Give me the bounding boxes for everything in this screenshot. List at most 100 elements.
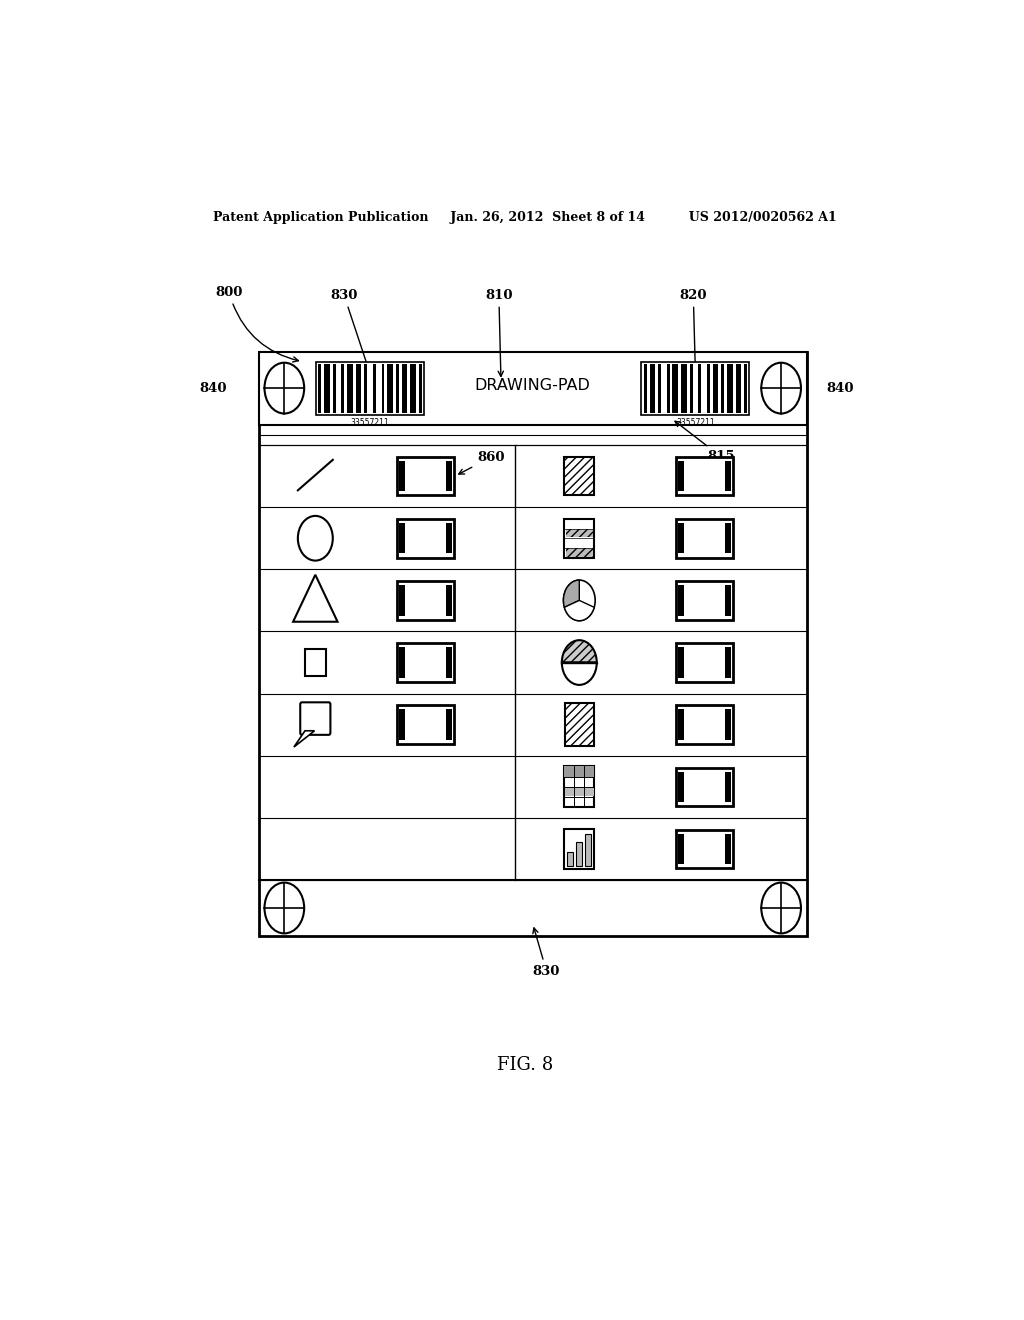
- Text: 830: 830: [532, 928, 560, 978]
- Bar: [676, 519, 733, 557]
- Bar: [725, 523, 731, 553]
- Bar: [565, 787, 594, 796]
- Bar: [678, 709, 684, 741]
- Bar: [397, 519, 454, 557]
- FancyBboxPatch shape: [300, 702, 331, 735]
- Bar: [567, 851, 573, 866]
- Bar: [401, 364, 408, 412]
- Bar: [678, 834, 684, 865]
- Polygon shape: [293, 574, 338, 622]
- Text: 860: 860: [459, 451, 505, 474]
- Text: 800: 800: [215, 285, 298, 362]
- Bar: [678, 647, 684, 677]
- Bar: [399, 523, 404, 553]
- Text: Patent Application Publication     Jan. 26, 2012  Sheet 8 of 14          US 2012: Patent Application Publication Jan. 26, …: [213, 211, 837, 224]
- Bar: [446, 585, 452, 615]
- Bar: [411, 364, 416, 412]
- Bar: [744, 364, 748, 412]
- Bar: [577, 842, 583, 866]
- Text: 815: 815: [675, 421, 735, 463]
- Circle shape: [264, 883, 304, 933]
- Bar: [727, 364, 733, 412]
- Bar: [399, 585, 404, 615]
- Bar: [397, 581, 454, 619]
- Bar: [325, 364, 330, 412]
- Bar: [565, 704, 594, 746]
- Bar: [678, 585, 684, 615]
- Bar: [382, 364, 384, 412]
- Text: 820: 820: [680, 289, 707, 370]
- Bar: [735, 364, 741, 412]
- Text: 33557211: 33557211: [351, 417, 389, 426]
- Circle shape: [298, 516, 333, 561]
- Text: 810: 810: [485, 289, 513, 376]
- Bar: [564, 767, 594, 807]
- Circle shape: [563, 579, 595, 620]
- Bar: [676, 581, 733, 619]
- Bar: [564, 829, 594, 870]
- Wedge shape: [562, 663, 597, 685]
- Circle shape: [761, 883, 801, 933]
- Bar: [725, 834, 731, 865]
- Text: 840: 840: [826, 381, 854, 395]
- Bar: [586, 834, 591, 866]
- Bar: [446, 647, 452, 677]
- Bar: [707, 364, 710, 412]
- Bar: [397, 457, 454, 495]
- Text: DRAWING-PAD: DRAWING-PAD: [475, 378, 591, 392]
- Bar: [676, 830, 733, 869]
- Wedge shape: [562, 640, 597, 663]
- Bar: [397, 643, 454, 682]
- Bar: [333, 364, 336, 412]
- Circle shape: [761, 363, 801, 413]
- Bar: [641, 362, 750, 414]
- Text: 830: 830: [331, 289, 370, 370]
- Bar: [564, 457, 594, 495]
- Bar: [698, 364, 701, 412]
- Bar: [446, 523, 452, 553]
- Bar: [399, 647, 404, 677]
- Bar: [725, 585, 731, 615]
- Text: 33557211: 33557211: [676, 417, 715, 426]
- Bar: [316, 362, 424, 414]
- Bar: [446, 461, 452, 491]
- Bar: [676, 767, 733, 807]
- Bar: [446, 709, 452, 741]
- Bar: [259, 351, 807, 936]
- Bar: [681, 364, 687, 412]
- Bar: [355, 364, 361, 412]
- Bar: [347, 364, 353, 412]
- Bar: [678, 461, 684, 491]
- Text: FIG. 8: FIG. 8: [497, 1056, 553, 1074]
- Bar: [658, 364, 662, 412]
- Bar: [725, 772, 731, 803]
- Bar: [725, 647, 731, 677]
- Bar: [678, 523, 684, 553]
- Bar: [399, 709, 404, 741]
- Bar: [564, 767, 594, 776]
- Text: 840: 840: [773, 902, 801, 913]
- Bar: [676, 643, 733, 682]
- Bar: [690, 364, 692, 412]
- Bar: [721, 364, 724, 412]
- Text: 840: 840: [265, 902, 293, 913]
- Bar: [678, 772, 684, 803]
- Bar: [318, 364, 322, 412]
- Bar: [564, 519, 594, 557]
- Bar: [725, 461, 731, 491]
- Bar: [399, 461, 404, 491]
- Bar: [259, 351, 807, 425]
- Bar: [673, 364, 678, 412]
- Bar: [667, 364, 670, 412]
- Bar: [644, 364, 647, 412]
- Wedge shape: [563, 579, 580, 607]
- Bar: [419, 364, 422, 412]
- Polygon shape: [294, 731, 314, 747]
- Bar: [676, 457, 733, 495]
- Bar: [387, 364, 393, 412]
- Bar: [725, 709, 731, 741]
- Bar: [305, 649, 326, 676]
- Bar: [566, 528, 593, 537]
- Bar: [396, 364, 398, 412]
- Bar: [397, 705, 454, 744]
